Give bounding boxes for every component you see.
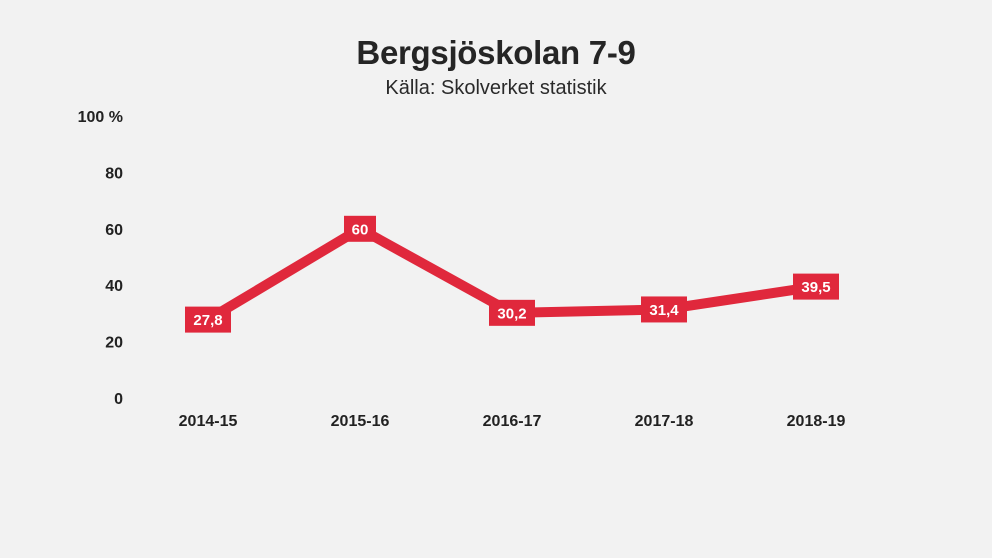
y-tick-label: 40 (105, 278, 123, 295)
data-label: 27,8 (193, 312, 222, 329)
data-label-box (185, 306, 231, 333)
y-axis: 0 20 40 60 80 100 % (78, 109, 123, 408)
data-label-box (641, 296, 687, 323)
chart-title: Bergsjöskolan 7-9 (356, 34, 636, 71)
y-tick-label: 20 (105, 335, 123, 352)
data-point: 30,2 (489, 299, 535, 326)
x-tick-label: 2016-17 (483, 413, 542, 430)
data-label-box (793, 273, 839, 300)
data-point: 27,8 (185, 306, 231, 333)
data-label: 31,4 (649, 302, 679, 319)
y-tick-label: 100 % (78, 109, 123, 126)
data-label: 39,5 (801, 279, 830, 296)
data-point: 39,5 (793, 273, 839, 300)
y-tick-label: 0 (114, 391, 123, 408)
data-label: 60 (352, 221, 369, 238)
data-label-box (489, 299, 535, 326)
x-tick-label: 2015-16 (331, 413, 390, 430)
data-point: 60 (344, 215, 376, 242)
chart-subtitle: Källa: Skolverket statistik (385, 77, 607, 99)
y-tick-label: 80 (105, 165, 123, 182)
data-label: 30,2 (497, 305, 526, 322)
x-tick-label: 2018-19 (787, 413, 846, 430)
data-label-box (344, 215, 376, 242)
data-labels: 27,8 60 30,2 31,4 39,5 (185, 215, 839, 333)
x-axis: 2014-15 2015-16 2016-17 2017-18 2018-19 (179, 413, 846, 430)
x-tick-label: 2014-15 (179, 413, 238, 430)
y-tick-label: 60 (105, 222, 123, 239)
data-point: 31,4 (641, 296, 687, 323)
x-tick-label: 2017-18 (635, 413, 694, 430)
